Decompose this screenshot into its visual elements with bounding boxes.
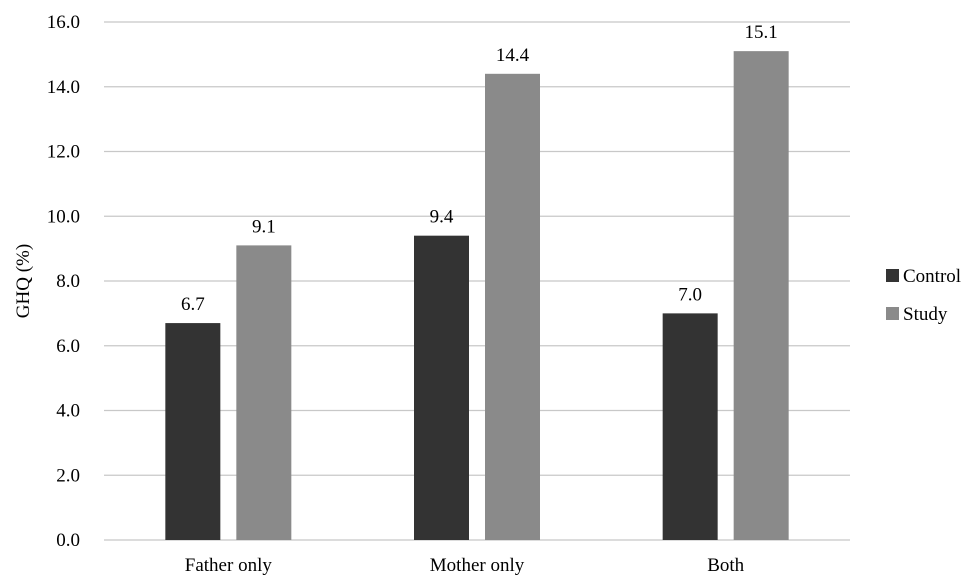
x-tick-label: Father only (185, 555, 273, 576)
y-tick-label: 6.0 (56, 336, 80, 357)
legend-swatch (886, 307, 899, 320)
y-tick-label: 2.0 (56, 465, 80, 486)
y-tick-label: 12.0 (47, 142, 80, 163)
legend: Control Study (886, 266, 961, 325)
y-tick-label: 8.0 (56, 271, 80, 292)
bar-study (733, 51, 789, 540)
data-label: 9.1 (252, 216, 276, 237)
legend-swatch (886, 269, 899, 282)
bar-study (236, 245, 292, 540)
data-label: 14.4 (496, 45, 530, 66)
x-axis-ticks: Father only Mother only Both (185, 555, 745, 576)
bar-control (662, 313, 718, 540)
data-label: 7.0 (678, 284, 702, 305)
y-tick-label: 14.0 (47, 77, 80, 98)
x-tick-label: Mother only (430, 555, 525, 576)
data-label: 9.4 (430, 207, 454, 228)
legend-label: Study (903, 304, 948, 325)
bar-control (165, 323, 221, 540)
data-label: 15.1 (745, 22, 778, 43)
y-tick-label: 0.0 (56, 530, 80, 551)
bars (165, 51, 789, 541)
y-tick-label: 16.0 (47, 12, 80, 33)
data-label: 6.7 (181, 294, 205, 315)
y-tick-label: 4.0 (56, 401, 80, 422)
y-axis-title: GHQ (%) (13, 244, 34, 318)
x-tick-label: Both (707, 555, 744, 576)
legend-label: Control (903, 266, 961, 287)
y-axis-ticks: 0.0 2.0 4.0 6.0 8.0 10.0 12.0 14.0 16.0 (47, 12, 80, 551)
y-tick-label: 10.0 (47, 206, 80, 227)
data-labels: 6.7 9.1 9.4 14.4 7.0 15.1 (181, 22, 778, 315)
bar-control (414, 235, 469, 541)
gridlines (104, 21, 850, 541)
bar-study (485, 73, 540, 541)
